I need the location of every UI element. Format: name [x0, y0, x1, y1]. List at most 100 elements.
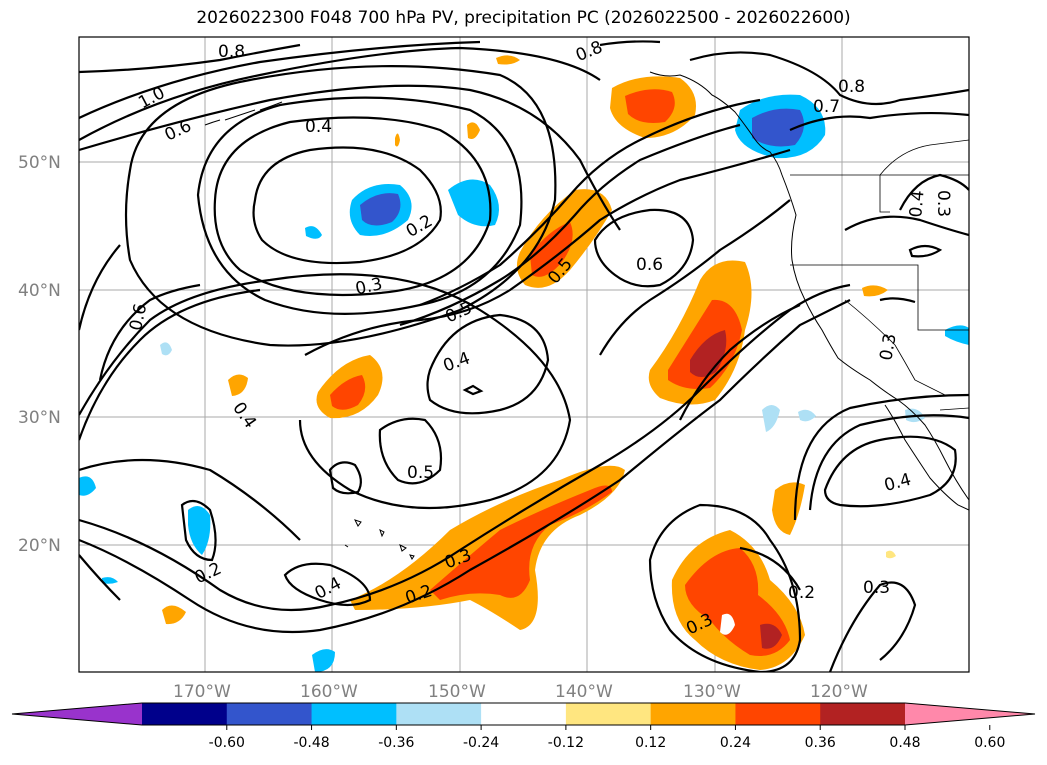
precip-patch — [760, 623, 782, 649]
colorbar-tick-label: -0.12 — [548, 735, 584, 751]
colorbar-segment — [142, 703, 228, 725]
colorbar-segment — [311, 703, 397, 725]
contour-line — [79, 283, 851, 612]
colorbar-segment — [226, 703, 313, 725]
contour-line — [196, 96, 523, 315]
lat-label: 40°N — [18, 281, 61, 301]
colorbar-extension-high — [905, 703, 1035, 725]
contour-line — [808, 414, 969, 511]
contour-line — [899, 173, 969, 211]
contour-line — [689, 51, 969, 106]
lon-label: 170°W — [173, 682, 231, 702]
colorbar-tick-label: 0.48 — [889, 735, 920, 751]
precip-patch — [886, 550, 896, 559]
contour-label: 0.4 — [906, 190, 928, 219]
contour-line — [283, 562, 372, 607]
colorbar: -0.60 -0.48 -0.36 -0.24 -0.12 0.12 0.24 0.36 0.4… — [11, 702, 1036, 751]
contour-label: 0.8 — [218, 42, 245, 62]
colorbar-tick-label: 0.60 — [974, 735, 1005, 751]
colorbar-tick-label: -0.60 — [209, 735, 245, 751]
lon-label: 120°W — [810, 682, 868, 702]
contour-label: 0.3 — [933, 190, 953, 217]
precip-patch — [228, 374, 248, 396]
contour-line — [79, 458, 301, 541]
contour-line — [789, 111, 969, 132]
colorbar-segment — [481, 703, 567, 725]
pv-contours — [79, 40, 969, 672]
contour-labels: 0.8 1.0 0.6 0.4 0.2 0.3 0.6 0.4 0.5 0.4 … — [126, 37, 953, 639]
lat-label: 20°N — [18, 536, 61, 556]
contour-line — [648, 503, 802, 672]
colorbar-segment — [735, 703, 821, 725]
lon-label: 140°W — [555, 682, 613, 702]
contour-line — [399, 123, 741, 327]
contour-line — [98, 283, 201, 381]
contour-line — [426, 313, 550, 415]
colorbar-outline — [11, 702, 1036, 726]
precip-patch — [448, 179, 499, 227]
contour-line — [844, 215, 969, 237]
contour-line — [599, 199, 791, 356]
colorbar-tick-label: 0.36 — [805, 735, 836, 751]
contour-line — [79, 554, 121, 601]
precip-patch — [467, 122, 480, 139]
contour-line — [79, 46, 601, 141]
colorbar-tick-label: 0.24 — [720, 735, 751, 751]
contour-line — [79, 288, 261, 441]
contour-line — [739, 546, 801, 591]
precip-patch — [530, 222, 573, 277]
contour-line — [462, 384, 484, 396]
contour-label: 0.5 — [407, 463, 434, 483]
precip-patch — [79, 476, 96, 496]
lon-label: 150°W — [428, 682, 486, 702]
contour-line — [304, 148, 791, 356]
contour-line — [79, 43, 301, 74]
contour-line — [180, 499, 217, 562]
contour-line — [419, 98, 761, 307]
contour-line — [79, 84, 621, 231]
contour-label: 0.3 — [876, 332, 900, 362]
colorbar-segment — [396, 703, 482, 725]
contour-line — [252, 146, 442, 265]
contour-line — [378, 417, 443, 485]
contour-line — [124, 65, 557, 347]
contour-line — [593, 208, 695, 288]
contour-line — [828, 581, 917, 672]
contour-label: 0.7 — [813, 97, 840, 117]
colorbar-segment — [650, 703, 736, 725]
contour-label: 0.2 — [788, 583, 815, 603]
precip-patch — [798, 409, 816, 422]
colorbar-extension-low — [12, 703, 142, 725]
positive-precip-shading — [162, 55, 896, 670]
contour-line — [79, 40, 481, 119]
precip-patch — [496, 55, 520, 65]
contour-line — [793, 393, 969, 521]
longitude-labels: 170°W 160°W 150°W 140°W 130°W 120°W — [173, 682, 868, 702]
lon-label: 130°W — [683, 682, 741, 702]
contour-line — [879, 297, 916, 304]
contour-label: 0.6 — [636, 255, 663, 275]
precip-patch — [160, 342, 172, 356]
map-content — [79, 37, 969, 672]
precip-patch — [395, 133, 400, 147]
colorbar-tick-label: 0.12 — [635, 735, 666, 751]
colorbar-tick-label: -0.24 — [463, 735, 499, 751]
contour-line — [79, 299, 851, 634]
precip-patch — [305, 226, 322, 239]
precip-patch — [752, 108, 804, 147]
negative-precip-shading — [79, 94, 969, 672]
latitude-labels: 50°N 40°N 30°N 20°N — [18, 153, 61, 556]
contour-line — [908, 244, 943, 258]
contour-line — [79, 244, 121, 331]
precip-patch — [330, 375, 366, 410]
precip-patch — [312, 649, 335, 672]
contour-line — [328, 461, 362, 495]
precip-patch — [762, 405, 780, 432]
contour-label: 0.8 — [838, 77, 865, 97]
colorbar-tick-label: -0.48 — [293, 735, 329, 751]
lat-label: 30°N — [18, 408, 61, 428]
map-frame — [78, 36, 970, 673]
colorbar-segment — [565, 703, 652, 725]
contour-line — [79, 273, 572, 510]
